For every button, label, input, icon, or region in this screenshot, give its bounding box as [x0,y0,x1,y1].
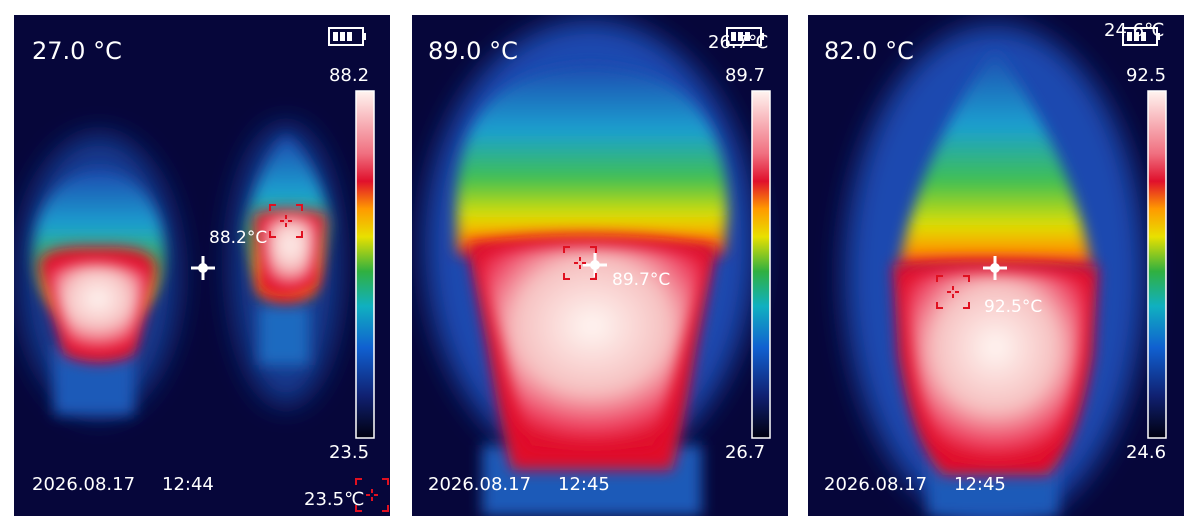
time: 12:45 [954,474,1006,495]
cold-label: 23.5℃ [304,489,364,510]
scale-min: 23.5 [329,442,369,463]
date: 2026.08.17 [32,474,135,495]
color-bar [751,90,771,439]
hotspot-label: 88.2°C [209,228,267,248]
color-bar [1147,90,1167,439]
time: 12:45 [558,474,610,495]
panel: 89.0 °C 89.7°C 26.7℃ 89.7 26.7 2026.08.1… [412,15,788,516]
center-temp: 89.0 °C [428,37,518,65]
center-temp: 27.0 °C [32,37,122,65]
scale-max: 88.2 [329,65,369,86]
panel: 27.0 °C 88.2°C 88.2 23.5 2026.08.17 12:4… [14,15,390,516]
hotspot-label: 92.5°C [984,297,1042,317]
color-bar [355,90,375,439]
scale-max: 92.5 [1126,65,1166,86]
scale-min: 24.6 [1126,442,1166,463]
panel: 82.0 °C 92.5°C 24.6℃ 92.5 24.6 2026.08.1… [808,15,1184,516]
scale-max: 89.7 [725,65,765,86]
cold-label: 24.6℃ [1104,20,1164,41]
scale-min: 26.7 [725,442,765,463]
cold-label: 26.7℃ [708,32,768,53]
date: 2026.08.17 [428,474,531,495]
time: 12:44 [162,474,214,495]
hotspot-label: 89.7°C [612,270,670,290]
date: 2026.08.17 [824,474,927,495]
center-temp: 82.0 °C [824,37,914,65]
